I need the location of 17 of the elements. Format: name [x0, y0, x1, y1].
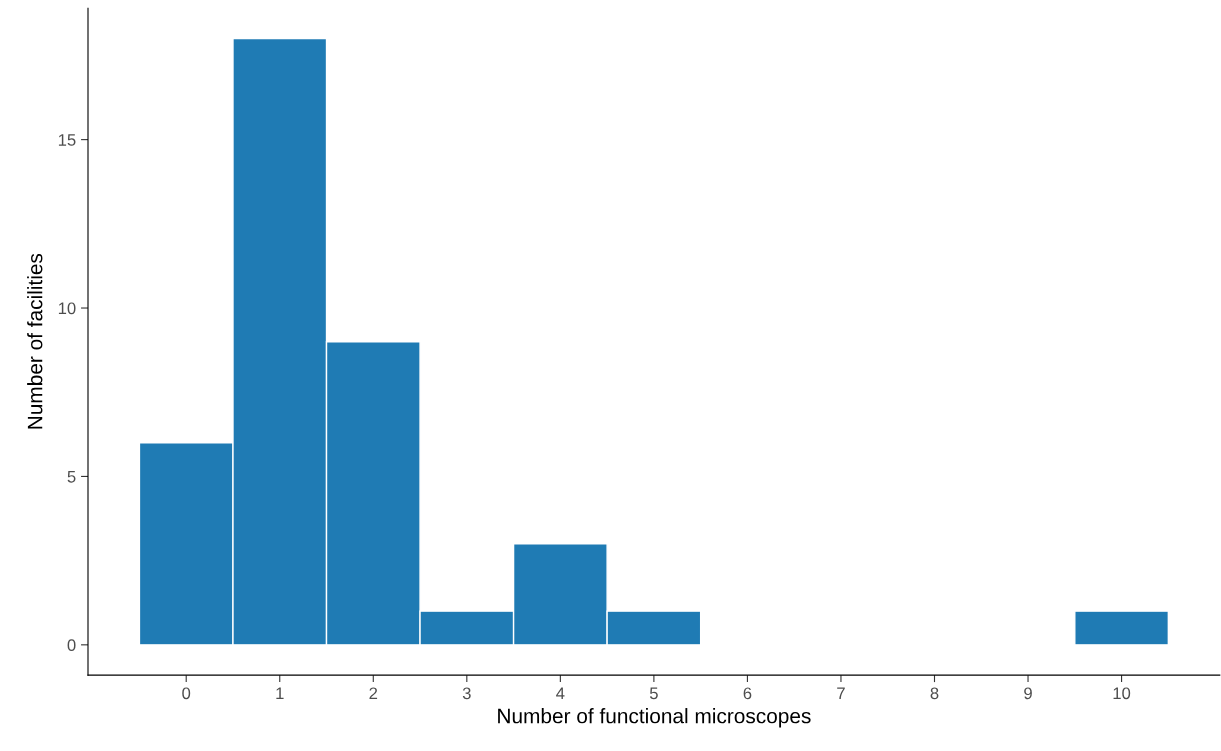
x-tick-label: 9	[1024, 687, 1032, 700]
x-tick-label: 7	[837, 687, 845, 700]
x-tick-label: 4	[556, 687, 565, 700]
x-tick-label: 0	[182, 687, 191, 700]
x-axis-title: Number of functional microscopes	[498, 708, 811, 728]
x-tick-label: 6	[743, 687, 752, 700]
x-tick-label: 5	[649, 687, 658, 700]
y-tick-label: 5	[67, 471, 76, 483]
y-tick-label: 10	[58, 302, 76, 315]
x-tick-label: 2	[369, 687, 378, 700]
x-tick-label: 1	[276, 687, 284, 700]
y-axis-title: Number of facilities	[27, 253, 43, 429]
x-tick-label: 10	[1113, 687, 1131, 700]
y-tick-label: 15	[58, 134, 76, 146]
x-tick-label: 8	[930, 687, 939, 700]
x-tick-label: 3	[462, 687, 471, 700]
y-tick-label: 0	[67, 639, 76, 652]
